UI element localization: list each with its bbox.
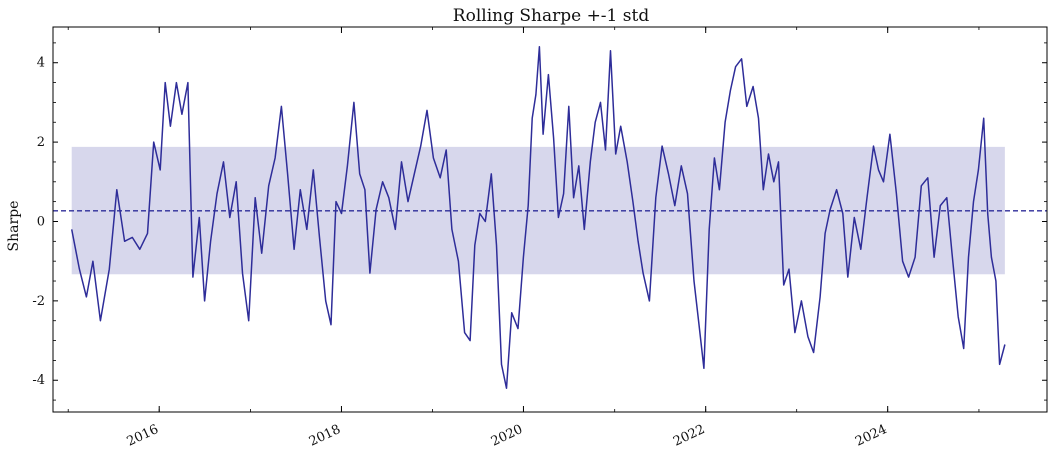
x-tick-label: 2018 — [307, 422, 343, 450]
chart-title: Rolling Sharpe +-1 std — [453, 6, 650, 26]
x-tick-label: 2022 — [671, 422, 707, 450]
x-tick-label: 2020 — [489, 422, 525, 450]
y-tick-label: 2 — [37, 135, 45, 150]
sharpe-line — [70, 46, 1006, 389]
y-tick-label: -4 — [32, 373, 45, 388]
y-tick-label: 0 — [37, 214, 45, 229]
x-tick-label: 2024 — [853, 422, 889, 450]
y-tick-label: 4 — [37, 56, 45, 71]
y-axis-label: Sharpe — [6, 201, 22, 252]
y-tick-label: -2 — [32, 294, 45, 309]
x-tick-label: 2016 — [125, 422, 161, 450]
plot-area: -4 -2 0 2 4 2016 2018 2020 2022 2024 — [32, 26, 1048, 450]
plot-frame — [52, 26, 1048, 413]
